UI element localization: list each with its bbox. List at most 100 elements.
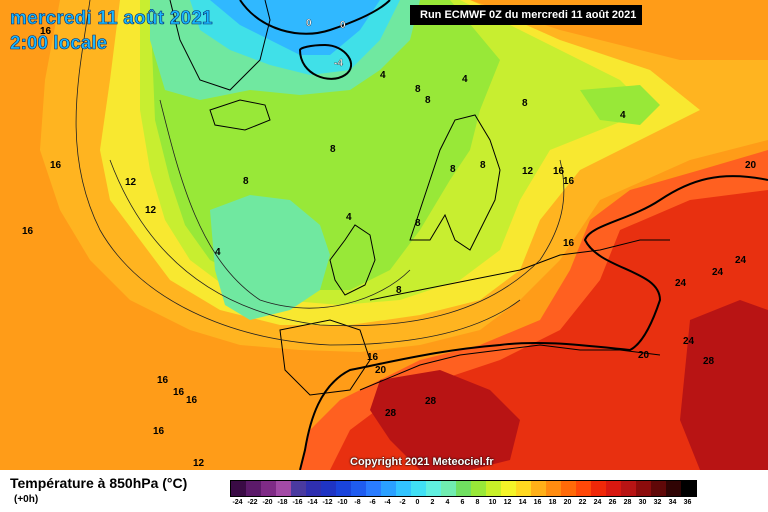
isotherm-label: 24 (683, 336, 695, 347)
scale-tick-label: 8 (475, 499, 480, 506)
scale-cell (681, 481, 696, 496)
scale-cell (531, 481, 546, 496)
scale-cell (516, 481, 531, 496)
scale-cell (246, 481, 261, 496)
scale-cell (441, 481, 456, 496)
scale-tick-label: 26 (608, 499, 617, 506)
isotherm-label: 24 (675, 278, 687, 289)
coastline-iceland (209, 99, 271, 131)
isotherm-label: 16 (22, 226, 34, 237)
scale-tick-label: -14 (307, 499, 318, 506)
coastline-britain (329, 224, 376, 296)
scale-tick-label: 28 (623, 499, 632, 506)
scale-tick-label: -24 (232, 499, 243, 506)
coastline-iberia (279, 319, 371, 396)
scale-tick-label: 32 (653, 499, 662, 506)
band-hottest-mideast (680, 300, 768, 470)
scale-cell (591, 481, 606, 496)
scale-tick-label: 22 (578, 499, 587, 506)
scale-tick-label: 0 (415, 499, 420, 506)
scale-tick-label: 14 (518, 499, 527, 506)
scale-tick-label: -22 (247, 499, 258, 506)
isotherm-label: 28 (385, 408, 397, 419)
scale-tick-label: 30 (638, 499, 647, 506)
scale-tick-label: 20 (563, 499, 572, 506)
isotherm-label: 12 (193, 458, 205, 469)
scale-tick-label: 6 (460, 499, 465, 506)
band-hottest-africa (370, 370, 520, 470)
isotherm-label: 20 (375, 365, 387, 376)
isotherm-label: 8 (415, 218, 421, 229)
scale-cell (501, 481, 516, 496)
isotherm-label: 16 (563, 238, 575, 249)
isotherm-label: 16 (173, 387, 185, 398)
scale-cell (456, 481, 471, 496)
color-scale-bar (230, 480, 697, 497)
isotherm-label: 8 (396, 285, 402, 296)
scale-cell (291, 481, 306, 496)
scale-tick-label: 24 (593, 499, 602, 506)
isotherms (239, 0, 768, 470)
isotherm-label: 16 (50, 160, 62, 171)
scale-tick-label: -20 (262, 499, 273, 506)
scale-cell (651, 481, 666, 496)
scale-cell (486, 481, 501, 496)
scale-cell (471, 481, 486, 496)
isotherm-label: 28 (703, 356, 715, 367)
isotherm-label: 24 (735, 255, 747, 266)
isotherm-label: -4 (334, 58, 343, 69)
legend-footer: Température à 850hPa (°C) (+0h) -24 -22 -2… (0, 470, 768, 512)
isotherm-label: 16 (367, 352, 379, 363)
isotherm-label: 8 (522, 98, 528, 109)
coastline-europe (369, 239, 670, 301)
isotherm-label: 0 (306, 18, 312, 29)
isotherm-label: 16 (553, 166, 565, 177)
scale-tick-label: -16 (292, 499, 303, 506)
scale-cell (261, 481, 276, 496)
isotherm-label: 4 (620, 110, 626, 121)
scale-tick-label: 34 (668, 499, 677, 506)
scale-cell (606, 481, 621, 496)
scale-tick-label: -8 (354, 499, 361, 506)
isotherm-label: 16 (563, 176, 575, 187)
scale-cell (621, 481, 636, 496)
coastline-scandinavia (409, 114, 501, 251)
isotherm-label: 8 (330, 144, 336, 155)
isotherm-label: 8 (243, 176, 249, 187)
isotherm-label: 12 (522, 166, 534, 177)
scale-cell (426, 481, 441, 496)
isotherm-label: 16 (157, 375, 169, 386)
scale-tick-label: 18 (548, 499, 557, 506)
coastline-mediterranean (359, 344, 661, 391)
scale-tick-label: 10 (488, 499, 497, 506)
scale-cell (336, 481, 351, 496)
isotherm-label: 16 (40, 26, 52, 37)
coastlines (169, 0, 670, 396)
scale-cell (411, 481, 426, 496)
scale-tick-label: -10 (337, 499, 348, 506)
scale-tick-label: 4 (445, 499, 450, 506)
isoline-8 (159, 99, 411, 309)
run-info-box: Run ECMWF 0Z du mercredi 11 août 2021 (410, 5, 642, 25)
color-scale-ticks: -24 -22 -20 -18 -16 -14 -12 -10 -8 -6 -4 -2 0 2 4 6 8 10 1… (230, 499, 698, 509)
scale-tick-label: -6 (369, 499, 376, 506)
isotherm-label: 20 (745, 160, 757, 171)
scale-cell (576, 481, 591, 496)
thin-isolines (75, 0, 565, 346)
isotherm-label: 12 (145, 205, 157, 216)
band-seafoam-atlantic (210, 195, 330, 320)
coastline-greenland (169, 0, 271, 91)
isotherm-0-north (239, 0, 391, 35)
isotherm-label: 4 (346, 212, 352, 223)
isotherm-label: 8 (480, 160, 486, 171)
copyright-notice: Copyright 2021 Meteociel.fr (350, 456, 494, 468)
lead-time-label: (+0h) (14, 494, 39, 505)
scale-tick-label: 2 (430, 499, 435, 506)
scale-tick-label: -2 (399, 499, 406, 506)
isotherm-label: 4 (215, 247, 221, 258)
scale-cell (561, 481, 576, 496)
isotherm-20-east (299, 175, 768, 470)
scale-cell (546, 481, 561, 496)
scale-cell (231, 481, 246, 496)
